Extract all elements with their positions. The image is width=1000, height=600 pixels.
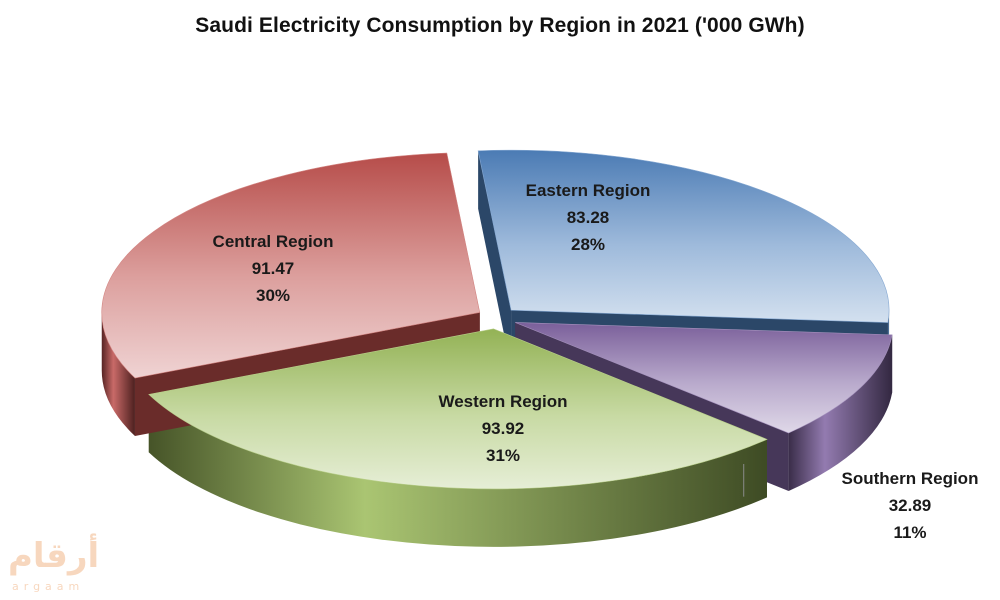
western-region-value-label: 93.92 (482, 419, 525, 438)
eastern-region-slice (477, 149, 890, 323)
southern-region-name-label: Southern Region (842, 469, 979, 488)
central-region-slice (101, 152, 481, 379)
southern-region-percent-label: 11% (893, 523, 926, 542)
western-region-percent-label: 31% (486, 446, 520, 465)
watermark-latin-text: argaam (12, 580, 85, 593)
argaam-logo: أرقام argaam (6, 536, 146, 600)
southern-region-value-label: 32.89 (889, 496, 932, 515)
western-region-slice (148, 328, 768, 490)
chart-title: Saudi Electricity Consumption by Region … (195, 14, 805, 37)
southern-region-slice (515, 322, 893, 434)
watermark-arabic-text: أرقام (8, 536, 100, 576)
central-region-percent-label: 30% (256, 286, 290, 305)
central-region-name-label: Central Region (213, 232, 334, 251)
southern-region-outer-wall (788, 334, 893, 491)
slice-labels: Eastern Region 83.28 28% Southern Region 32.… (213, 181, 979, 542)
eastern-region-radial-wall-start (478, 150, 512, 369)
central-region-outer-wall (101, 312, 135, 437)
central-region-value-label: 91.47 (252, 259, 295, 278)
western-region-outer-wall (148, 394, 767, 547)
eastern-region-value-label: 83.28 (567, 208, 610, 227)
eastern-region-name-label: Eastern Region (526, 181, 651, 200)
eastern-region-percent-label: 28% (571, 235, 605, 254)
pie-slices (101, 149, 893, 490)
western-region-name-label: Western Region (438, 392, 567, 411)
